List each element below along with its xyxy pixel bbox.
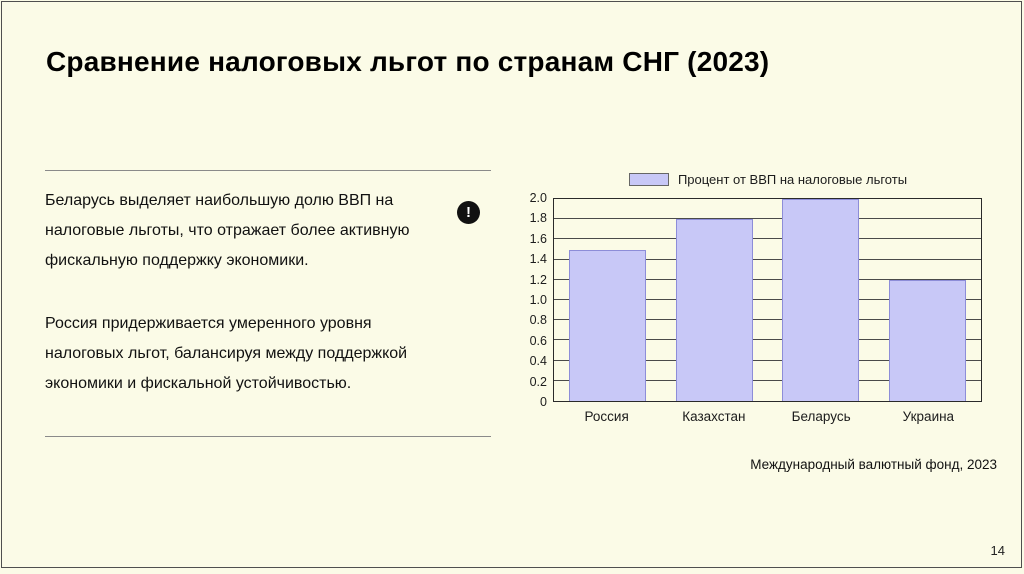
- y-tick-label: 1.0: [529, 293, 547, 307]
- y-tick-label: 2.0: [529, 191, 547, 205]
- legend-label: Процент от ВВП на налоговые льготы: [677, 172, 908, 187]
- x-category-label: Россия: [584, 409, 629, 424]
- x-category-label: Украина: [902, 409, 955, 424]
- gridline: [554, 319, 981, 321]
- plot-area: [553, 198, 982, 402]
- y-tick-label: 1.8: [529, 211, 547, 226]
- y-tick-label: 0.8: [529, 313, 547, 328]
- insight-paragraph-russia: Россия придерживается умеренного уровня …: [45, 315, 408, 392]
- bar-Казахстан: [675, 219, 753, 401]
- gridline: [554, 218, 981, 220]
- exclamation-icon: !: [457, 201, 480, 224]
- x-category-label: Казахстан: [682, 409, 746, 424]
- bars-container: [554, 199, 981, 401]
- y-tick-label: 0: [540, 395, 547, 409]
- y-axis: 2.0 1.8 1.6 1.4 1.2 1.0 0.8 0.6 0.4 0.2 0: [516, 191, 553, 409]
- bar-chart: Процент от ВВП на налоговые льготы 2.0 1.…: [516, 172, 982, 424]
- chart-legend: Процент от ВВП на налоговые льготы: [516, 172, 982, 187]
- insight-paragraph-belarus: Беларусь выделяет наибольшую долю ВВП на…: [45, 192, 410, 269]
- y-tick-label: 0.4: [529, 354, 547, 369]
- y-tick-label: 1.2: [529, 272, 547, 287]
- page-number: 14: [990, 543, 1005, 558]
- gridline: [554, 379, 981, 381]
- insight-text-block: Беларусь выделяет наибольшую долю ВВП на…: [45, 170, 491, 437]
- plot-row: 2.0 1.8 1.6 1.4 1.2 1.0 0.8 0.6 0.4 0.2 0: [516, 191, 982, 409]
- x-category-label: Беларусь: [791, 409, 851, 424]
- page-title: Сравнение налоговых льгот по странам СНГ…: [46, 46, 770, 77]
- y-tick-label: 0.6: [529, 333, 547, 348]
- gridline: [554, 339, 981, 341]
- bar-slot: [768, 199, 875, 401]
- gridline: [554, 299, 981, 300]
- gridline: [554, 359, 981, 361]
- divider-bottom: [45, 436, 491, 437]
- bar-Украина: [889, 279, 967, 401]
- bar-slot: [661, 199, 768, 401]
- y-tick-label: 1.6: [529, 231, 547, 246]
- y-tick-label: 1.4: [529, 252, 547, 267]
- gridline: [554, 258, 981, 260]
- bar-slot: [874, 199, 981, 401]
- gridline: [554, 238, 981, 240]
- legend-swatch: [628, 173, 669, 186]
- bar-Россия: [568, 249, 646, 401]
- y-tick-label: 0.2: [529, 374, 547, 389]
- x-axis-labels: Россия Казахстан Беларусь Украина: [516, 409, 982, 424]
- bar-slot: [554, 199, 661, 401]
- gridline: [554, 278, 981, 280]
- divider-top: [45, 170, 491, 171]
- source-caption: Международный валютный фонд, 2023: [750, 457, 997, 472]
- bar-Беларусь: [782, 199, 860, 401]
